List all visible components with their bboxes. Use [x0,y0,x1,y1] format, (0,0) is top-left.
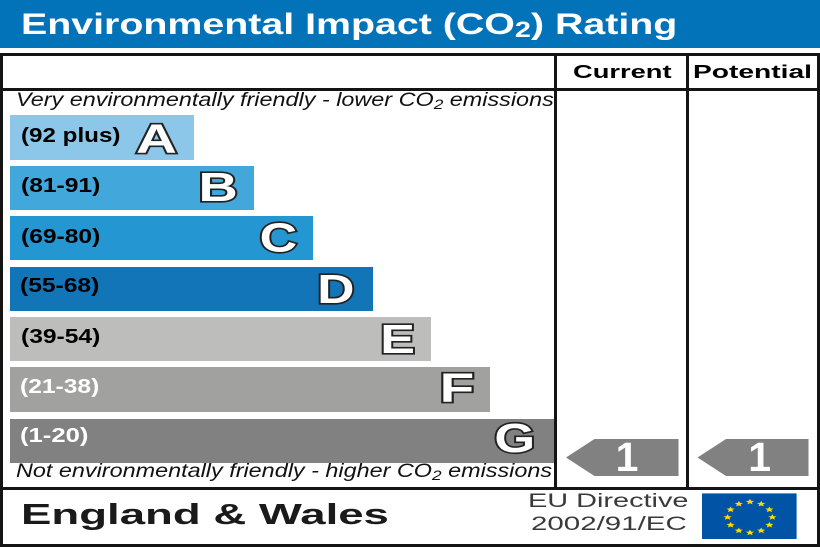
svg-text:1: 1 [616,434,639,480]
svg-text:F: F [440,366,475,412]
svg-text:C: C [260,215,298,261]
svg-text:A: A [136,116,177,162]
svg-text:B: B [198,164,237,210]
svg-text:1: 1 [748,434,771,480]
svg-text:E: E [380,316,415,362]
svg-text:D: D [317,266,354,312]
svg-text:G: G [494,414,535,460]
